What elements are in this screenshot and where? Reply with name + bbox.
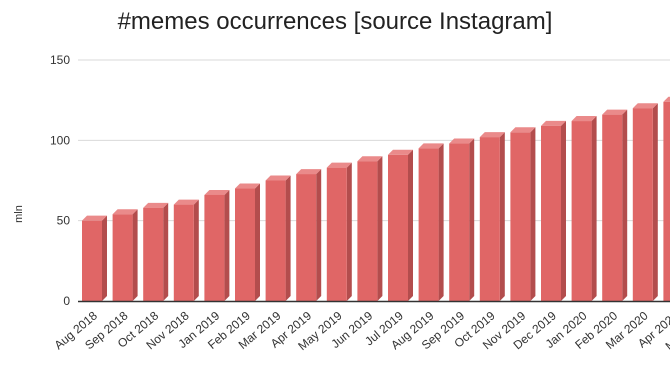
y-tick-label: 0 xyxy=(63,294,70,308)
bar-side xyxy=(469,138,475,301)
bar-side xyxy=(163,202,169,301)
chart-title: #memes occurrences [source Instagram] xyxy=(117,8,553,35)
bar xyxy=(479,132,505,301)
bar xyxy=(663,96,670,301)
bar-front xyxy=(143,207,164,301)
bar xyxy=(632,103,658,301)
bar xyxy=(602,109,628,301)
bar-front xyxy=(510,132,531,301)
bar xyxy=(204,189,230,301)
bar-front xyxy=(541,125,561,301)
y-axis-title: mln xyxy=(13,205,25,223)
bar-top xyxy=(143,202,169,208)
bar xyxy=(326,162,352,301)
bar-side xyxy=(255,183,260,301)
bar-top xyxy=(418,143,444,149)
bar-front xyxy=(326,167,347,301)
bar-side xyxy=(102,215,107,301)
bar-front xyxy=(663,101,670,301)
bar-side xyxy=(438,143,444,301)
bar xyxy=(235,183,260,301)
bar-side xyxy=(530,127,536,301)
bar xyxy=(449,138,475,301)
bar-side xyxy=(622,109,628,301)
bar-side xyxy=(316,169,322,301)
bar-front xyxy=(296,174,317,301)
bar-top xyxy=(296,169,322,175)
bar-top xyxy=(357,156,383,162)
bar-front xyxy=(235,188,255,301)
bar-side xyxy=(499,132,505,301)
y-tick-label: 50 xyxy=(57,214,71,228)
bar-top xyxy=(235,183,260,189)
bar-front xyxy=(357,161,378,301)
bar-top xyxy=(449,138,475,144)
bar-side xyxy=(224,189,230,301)
bar xyxy=(265,175,291,301)
y-tick-label: 100 xyxy=(50,133,70,147)
bar-top xyxy=(510,127,536,133)
bar-top xyxy=(204,189,230,195)
bar xyxy=(418,143,444,301)
bar xyxy=(112,209,138,301)
bar-front xyxy=(418,148,439,301)
bar-side xyxy=(408,149,413,301)
bar-top xyxy=(82,215,107,221)
bar xyxy=(82,215,107,301)
bar-layer xyxy=(82,96,670,301)
bar xyxy=(541,120,566,301)
bar-side xyxy=(561,120,566,301)
bar-front xyxy=(173,204,194,301)
bar-front xyxy=(265,180,286,301)
bar xyxy=(571,116,597,301)
bar-top xyxy=(571,116,597,122)
bar-top xyxy=(112,209,138,215)
bar-side xyxy=(193,199,199,301)
bar-top xyxy=(602,109,628,115)
bar-front xyxy=(82,220,102,301)
bar-front xyxy=(479,137,500,301)
bar-side xyxy=(285,175,291,301)
bar-front xyxy=(388,154,408,301)
bar-top xyxy=(663,96,670,102)
bar-side xyxy=(591,116,597,301)
bar-top xyxy=(632,103,658,109)
bar-top xyxy=(326,162,352,168)
bar-top xyxy=(388,149,413,155)
bar-front xyxy=(632,108,653,301)
bar xyxy=(388,149,413,301)
y-tick-label: 150 xyxy=(50,53,70,67)
bar xyxy=(357,156,383,301)
bar-top xyxy=(479,132,505,138)
bar-front xyxy=(204,194,225,301)
bar-side xyxy=(377,156,383,301)
bar xyxy=(510,127,536,301)
bar xyxy=(296,169,322,301)
bar-top xyxy=(265,175,291,181)
bar-top xyxy=(541,120,566,126)
bar-top xyxy=(173,199,199,205)
bar-front xyxy=(112,214,133,301)
bar-front xyxy=(602,114,623,301)
bar-front xyxy=(449,143,470,301)
bar-side xyxy=(652,103,658,301)
bar-front xyxy=(571,121,592,301)
bar xyxy=(173,199,199,301)
bar-side xyxy=(346,162,352,301)
bar xyxy=(143,202,169,301)
bar-side xyxy=(132,209,138,301)
